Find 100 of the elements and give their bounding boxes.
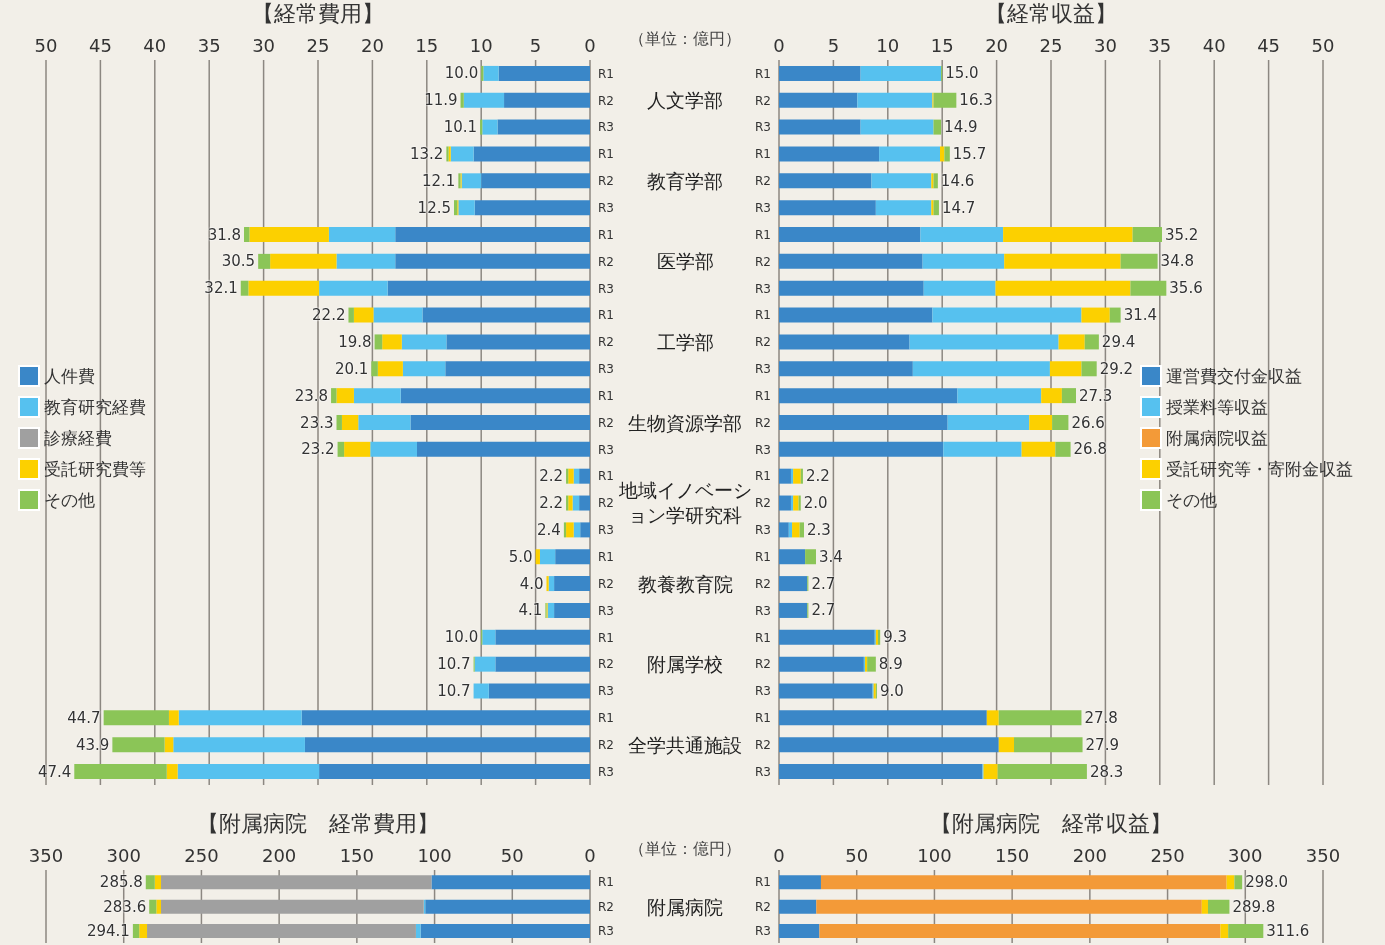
- total-label: 26.8: [1073, 439, 1107, 458]
- y-tick-label: R1: [598, 630, 614, 645]
- total-label: 31.8: [207, 225, 242, 244]
- total-label: 8.9: [878, 654, 903, 673]
- total-label: 2.7: [811, 574, 836, 593]
- total-label: 44.7: [67, 708, 101, 727]
- x-tick-label: 40: [1202, 35, 1226, 56]
- legend-label: 受託研究費等: [44, 457, 146, 481]
- y-tick-label: R1: [755, 227, 771, 242]
- x-tick-label: 250: [184, 845, 219, 866]
- legend-label: 附属病院収益: [1166, 426, 1268, 450]
- total-label: 298.0: [1245, 872, 1289, 891]
- total-label: 27.3: [1079, 386, 1113, 405]
- x-tick-label: 25: [1039, 35, 1063, 56]
- x-tick-label: 300: [1228, 845, 1263, 866]
- y-tick-label: R1: [598, 711, 614, 726]
- legend-label: 授業料等収益: [1166, 395, 1268, 419]
- total-label: 23.2: [301, 439, 335, 458]
- x-axis-title: （単位：億円）: [628, 839, 742, 860]
- y-tick-label: R1: [598, 388, 614, 403]
- y-tick-label: R1: [755, 147, 771, 162]
- y-tick-label: R2: [755, 174, 771, 189]
- y-tick-label: R2: [755, 335, 771, 350]
- total-label: 30.5: [221, 251, 256, 270]
- text: 生物資源学部: [627, 410, 743, 435]
- y-tick-label: R2: [755, 737, 771, 752]
- legend-label: 人件費: [44, 364, 95, 388]
- total-label: 10.7: [437, 654, 471, 673]
- y-tick-label: R1: [755, 875, 771, 890]
- total-label: 10.0: [444, 627, 479, 646]
- y-tick-label: R3: [755, 120, 771, 135]
- x-tick-label: 200: [1072, 845, 1108, 866]
- total-label: 29.2: [1099, 359, 1134, 378]
- total-label: 47.4: [37, 762, 72, 781]
- total-label: 2.2: [539, 493, 564, 512]
- y-tick-label: R1: [755, 711, 771, 726]
- total-label: 19.8: [338, 332, 372, 351]
- total-label: 34.8: [1160, 251, 1195, 270]
- total-label: 11.9: [424, 90, 458, 109]
- x-tick-label: 40: [143, 35, 167, 56]
- total-label: 27.8: [1084, 708, 1118, 727]
- total-label: 23.8: [294, 386, 329, 405]
- total-label: 285.8: [99, 872, 143, 891]
- total-label: 26.6: [1071, 413, 1105, 431]
- y-tick-label: R2: [755, 496, 771, 511]
- x-tick-label: 50: [34, 35, 58, 56]
- total-label: 20.1: [334, 359, 369, 378]
- y-tick-label: R3: [755, 924, 771, 939]
- y-tick-label: R3: [598, 924, 614, 939]
- text: 附属病院: [646, 894, 724, 919]
- x-tick-label: 15: [930, 35, 954, 56]
- y-tick-label: R3: [598, 281, 614, 296]
- x-tick-label: 200: [261, 845, 297, 866]
- x-tick-label: 30: [252, 35, 276, 56]
- total-label: 35.6: [1169, 278, 1203, 297]
- y-tick-label: R3: [598, 603, 614, 618]
- y-tick-label: R2: [755, 93, 771, 108]
- x-tick-label: 50: [500, 845, 524, 866]
- x-tick-label: 100: [417, 845, 452, 866]
- y-tick-label: R3: [598, 684, 614, 699]
- x-tick-label: 30: [1093, 35, 1117, 56]
- total-label: 10.0: [444, 63, 479, 82]
- total-label: 29.4: [1101, 332, 1136, 351]
- total-label: 2.4: [537, 520, 561, 539]
- chart-title: 【附属病院 経常収益】: [929, 810, 1173, 838]
- total-label: 2.3: [807, 520, 831, 539]
- x-tick-label: 5: [529, 35, 542, 56]
- y-tick-label: R2: [755, 415, 771, 430]
- y-tick-label: R1: [755, 469, 771, 484]
- total-label: 4.1: [518, 600, 543, 619]
- x-tick-label: 0: [773, 35, 785, 56]
- y-tick-label: R3: [755, 281, 771, 296]
- total-label: 2.2: [805, 466, 830, 485]
- chart-title: 【経常費用】: [251, 0, 385, 28]
- x-tick-label: 350: [28, 845, 64, 866]
- total-label: 9.0: [879, 681, 904, 700]
- x-tick-label: 35: [1148, 35, 1172, 56]
- text: 工学部: [655, 329, 715, 355]
- y-tick-label: R2: [598, 335, 614, 350]
- y-tick-label: R3: [598, 362, 614, 377]
- y-tick-label: R3: [598, 442, 614, 457]
- legend-label: その他: [44, 488, 95, 512]
- x-tick-label: 150: [994, 845, 1030, 866]
- total-label: 2.0: [803, 493, 828, 512]
- total-label: 289.8: [1232, 897, 1276, 915]
- x-tick-label: 45: [1257, 35, 1281, 56]
- total-label: 3.4: [818, 547, 843, 566]
- x-tick-label: 150: [339, 845, 375, 866]
- chart-title: 【附属病院 経常費用】: [196, 810, 440, 838]
- total-label: 13.2: [409, 144, 444, 163]
- y-tick-label: R2: [598, 415, 614, 430]
- y-tick-label: R3: [598, 200, 614, 215]
- legend-label: 教育研究経費: [44, 395, 146, 419]
- x-tick-label: 20: [985, 35, 1009, 56]
- y-tick-label: R3: [755, 523, 771, 538]
- total-label: 2.2: [539, 466, 564, 485]
- x-tick-label: 50: [845, 845, 869, 866]
- total-label: 35.2: [1164, 225, 1199, 244]
- chart-title: 【経常収益】: [984, 0, 1118, 28]
- y-tick-label: R2: [598, 496, 614, 511]
